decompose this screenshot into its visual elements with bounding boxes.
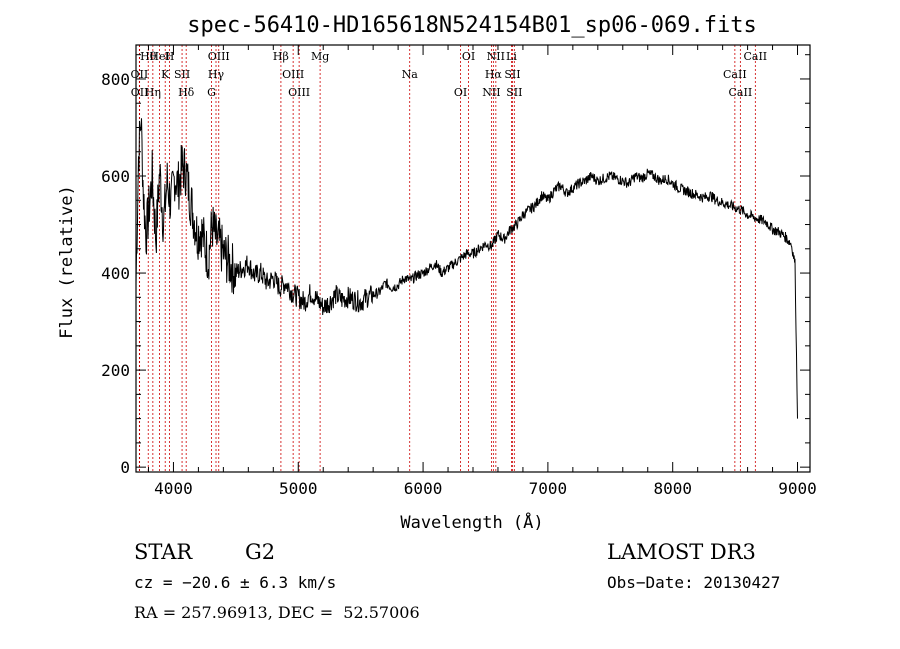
line-marker-label: SII — [504, 68, 520, 81]
object-class: STAR — [134, 540, 193, 564]
x-axis-ticks: 4000 5000 6000 7000 8000 9000 — [147, 45, 817, 498]
line-marker-label: G — [207, 86, 216, 99]
object-subclass: G2 — [245, 540, 276, 564]
line-marker-label: Hα — [485, 68, 503, 81]
line-marker-label: OI — [454, 86, 467, 99]
x-axis-label: Wavelength (Å) — [400, 511, 543, 533]
line-marker-label: NII — [482, 86, 500, 99]
x-tick-label: 8000 — [653, 479, 692, 498]
line-marker-label: CaII — [729, 86, 753, 99]
y-axis-label: Flux (relative) — [57, 185, 77, 339]
line-marker-label: OIII — [208, 50, 230, 63]
plot-frame — [135, 44, 811, 473]
line-marker-label: NII — [487, 50, 505, 63]
line-marker-label: SII — [506, 86, 522, 99]
x-tick-label: 7000 — [529, 479, 568, 498]
line-marker-label: Hγ — [208, 68, 225, 81]
y-tick-label: 800 — [101, 70, 130, 89]
line-marker-label: K — [161, 68, 170, 81]
coordinates: RA = 257.96913, DEC = 52.57006 — [134, 603, 420, 622]
line-marker-label: Hη — [145, 86, 161, 99]
line-marker-label: OI — [462, 50, 475, 63]
x-tick-label: 9000 — [778, 479, 817, 498]
line-marker-label: HeI — [149, 50, 169, 63]
observation-date: Obs−Date: 20130427 — [607, 573, 781, 592]
y-tick-label: 400 — [101, 264, 130, 283]
y-tick-label: 600 — [101, 167, 130, 186]
x-tick-label: 6000 — [404, 479, 443, 498]
line-marker-label: OII — [131, 68, 149, 81]
emission-line-markers — [138, 45, 756, 472]
y-tick-label: 200 — [101, 361, 130, 380]
line-marker-label: Mg — [311, 50, 329, 63]
line-marker-label: Hβ — [273, 50, 289, 63]
line-marker-label: Hδ — [178, 86, 195, 99]
line-marker-label: CaII — [723, 68, 747, 81]
chart-title: spec-56410-HD165618N524154B01_sp06-069.f… — [187, 13, 757, 38]
line-marker-label: Hθ — [140, 50, 157, 63]
y-axis-ticks: 0 200 400 600 800 — [101, 54, 810, 477]
spectrum-line — [135, 118, 798, 419]
x-tick-label: 5000 — [279, 479, 318, 498]
line-marker-label: OIII — [288, 86, 310, 99]
line-marker-label: SII — [174, 68, 190, 81]
line-marker-label: Na — [402, 68, 419, 81]
line-marker-label: Li — [506, 50, 517, 63]
survey-name: LAMOST DR3 — [607, 540, 756, 564]
y-tick-label: 0 — [120, 458, 130, 477]
line-marker-label: OII — [131, 86, 149, 99]
redshift-cz: cz = −20.6 ± 6.3 km/s — [134, 573, 337, 592]
line-marker-label: OIII — [282, 68, 304, 81]
line-marker-label: CaII — [743, 50, 767, 63]
line-marker-label: H — [165, 50, 175, 63]
emission-line-labels: HθOIIOIIHeIKHηHSIIHδOIIIHγGHβOIIIOIIIMgN… — [131, 50, 768, 99]
x-tick-label: 4000 — [154, 479, 193, 498]
